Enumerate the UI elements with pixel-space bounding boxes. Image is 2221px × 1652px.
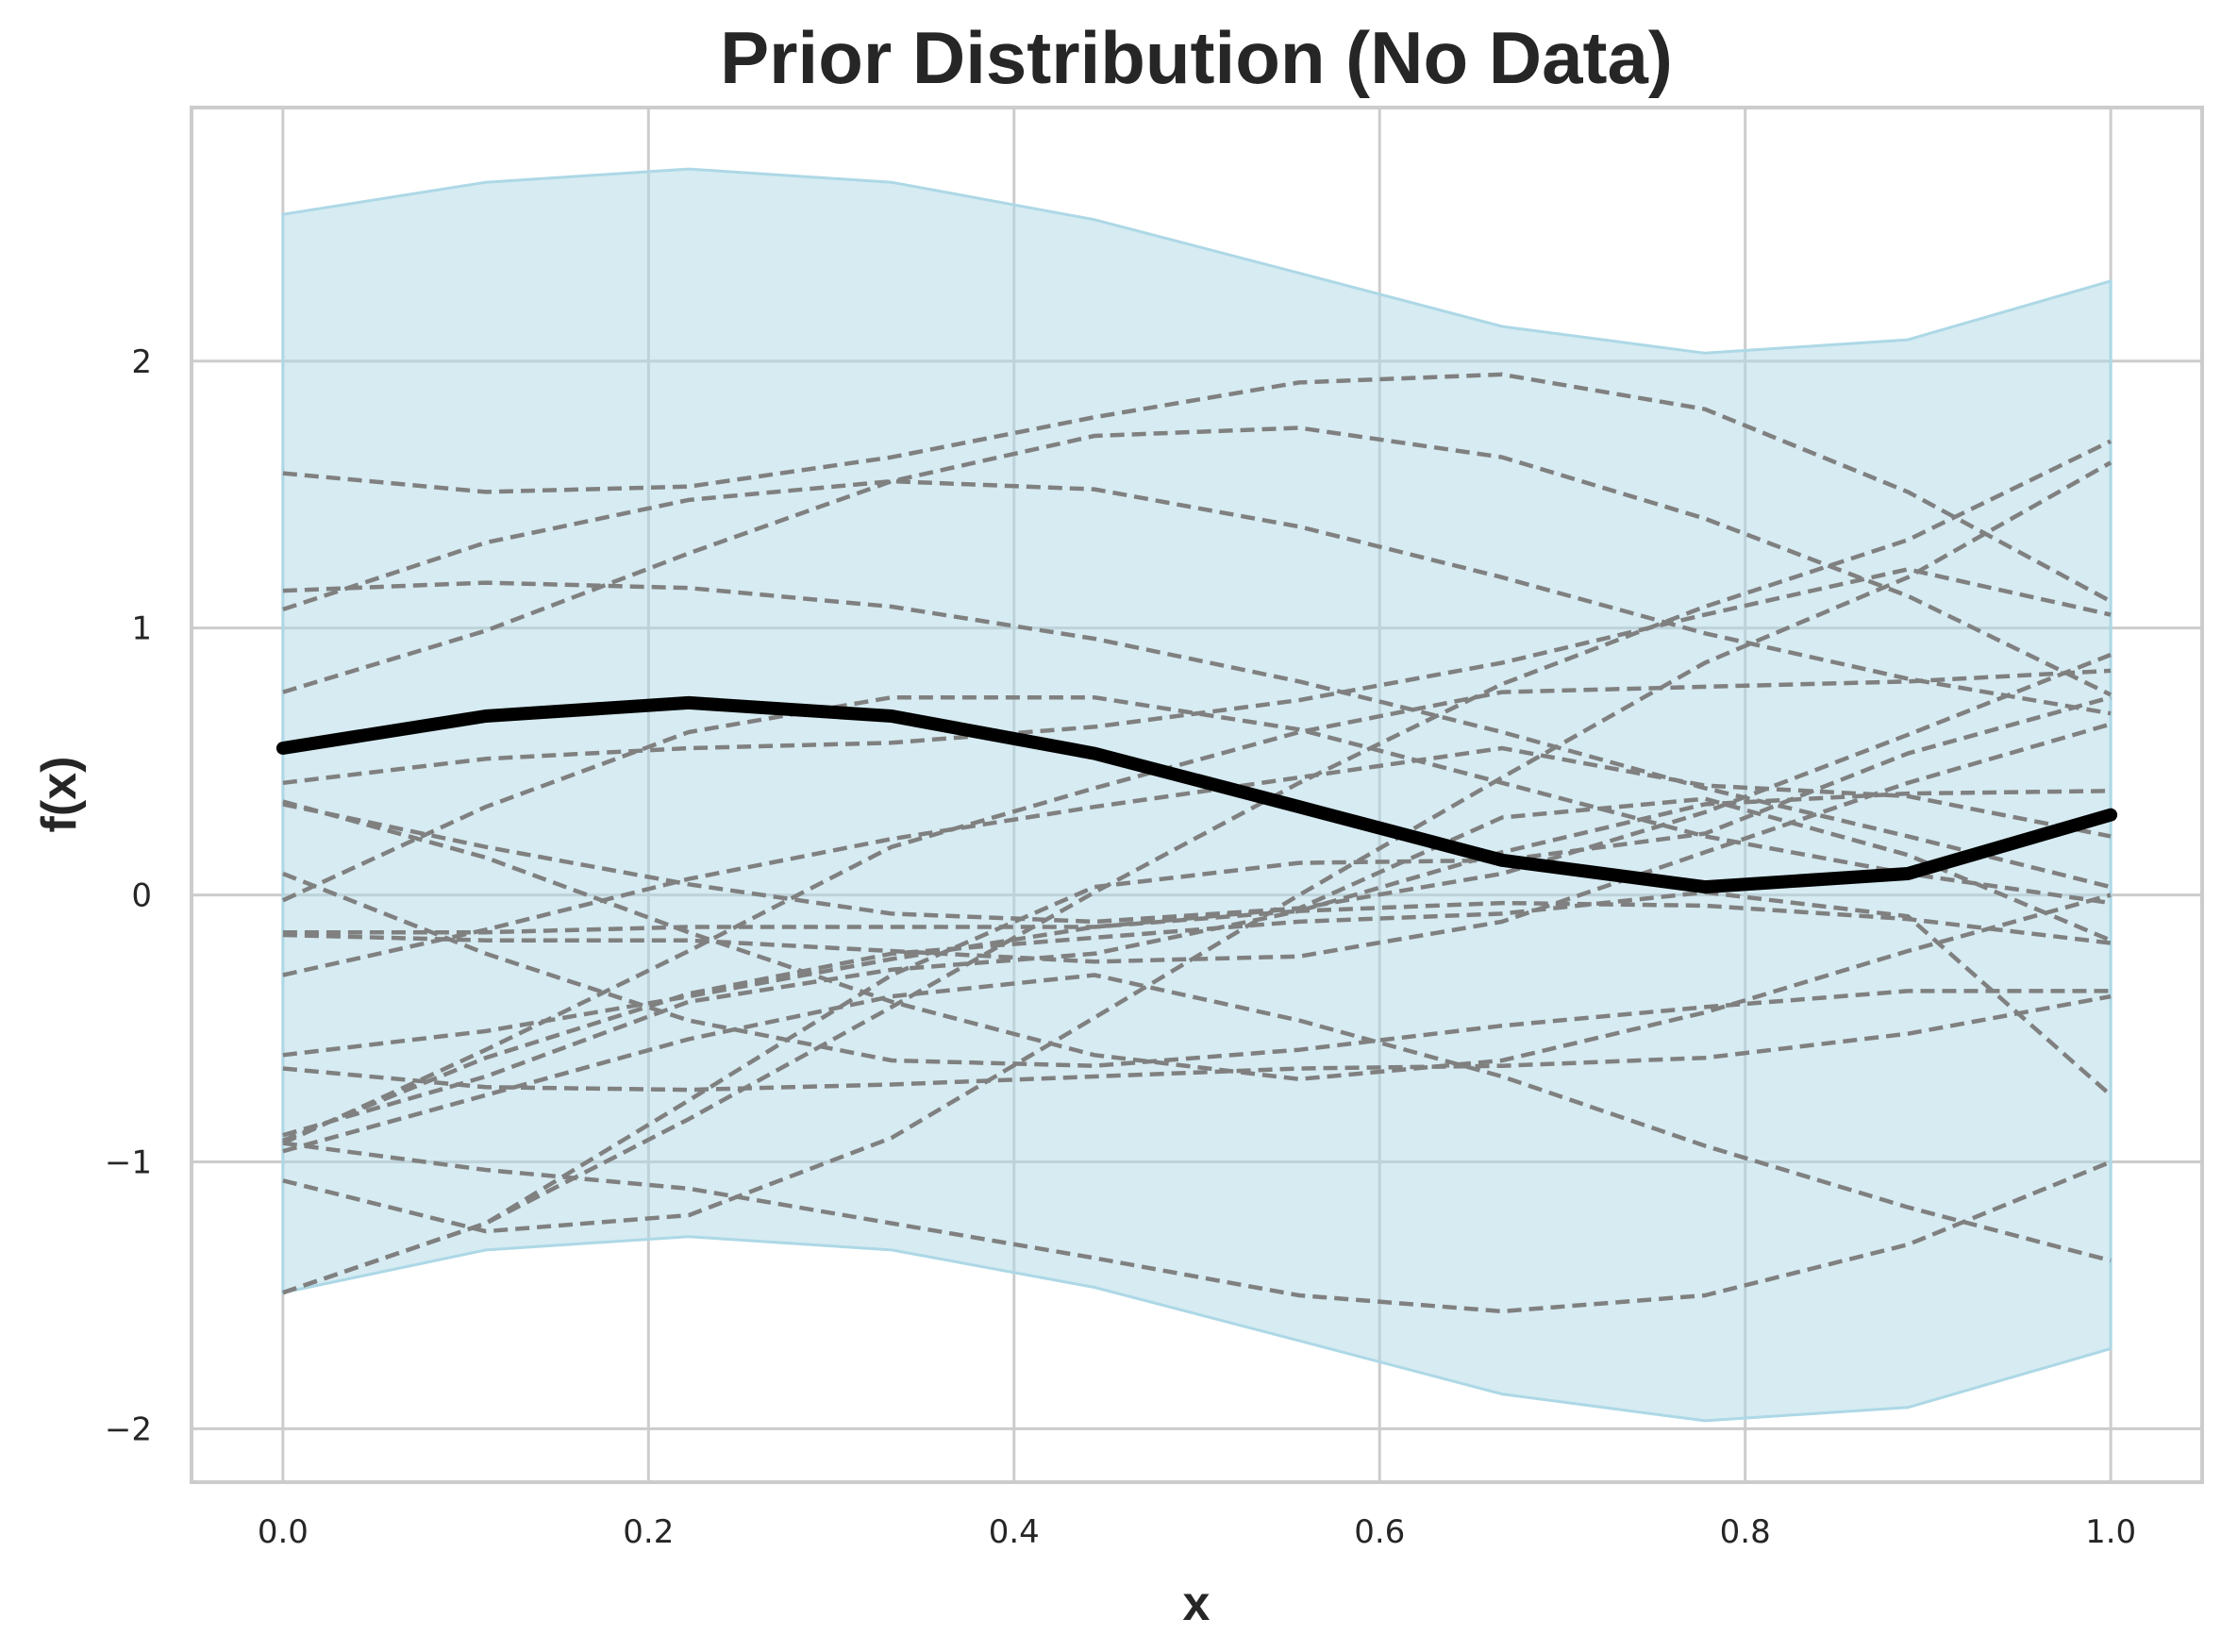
sample-curve-1 (282, 372, 2112, 604)
sample-curve-6 (282, 799, 2112, 1082)
mean-curve-layer (276, 695, 2118, 894)
y-tick-label: 0 (131, 877, 152, 915)
sample-curve-18 (282, 460, 2112, 1234)
sample-curve-11 (282, 722, 2112, 964)
plot-frame (190, 106, 2204, 1484)
y-tick-label: −1 (105, 1144, 152, 1182)
sample-curve-20 (282, 695, 2112, 1295)
x-tick-label: 0.6 (1354, 1513, 1405, 1551)
y-tick-label: −2 (105, 1410, 152, 1448)
sample-curve-5 (282, 567, 2112, 786)
sample-curve-22 (281, 668, 2112, 1145)
y-tick-label: 2 (131, 343, 152, 381)
sample-curves (281, 372, 2112, 1314)
x-tick-label: 0.8 (1720, 1513, 1771, 1551)
y-tick-label: 1 (131, 610, 152, 648)
sample-curve-19 (282, 439, 2112, 1295)
sample-curve-8 (281, 694, 2112, 906)
x-tick-label: 1.0 (2085, 1513, 2136, 1551)
y-tick-labels: −2 −1 0 1 2 (105, 343, 152, 1449)
sample-curve-21 (282, 890, 2112, 1143)
chart-title: Prior Distribution (No Data) (720, 16, 1673, 99)
confidence-band (281, 167, 2112, 1423)
confidence-band-area (281, 167, 2112, 1423)
sample-curve-17 (282, 973, 2112, 1263)
sample-curve-12 (282, 745, 2112, 977)
sample-curve-7 (282, 652, 2112, 925)
y-axis-label: f(x) (32, 757, 87, 833)
sample-curve-15 (282, 900, 2112, 1138)
x-tick-label: 0.2 (623, 1513, 674, 1551)
x-tick-label: 0.4 (989, 1513, 1040, 1551)
sample-curve-16 (282, 1141, 2112, 1314)
sample-curve-3 (282, 580, 2112, 890)
sample-curve-9 (282, 871, 2112, 1068)
x-tick-label: 0.0 (258, 1513, 309, 1551)
x-axis-label: x (1183, 1577, 1211, 1631)
sample-curve-13 (282, 796, 2112, 1058)
sample-curve-14 (282, 993, 2112, 1093)
x-tick-labels: 0.0 0.2 0.4 0.6 0.8 1.0 (258, 1513, 2136, 1551)
mean-curve (276, 695, 2118, 894)
sample-curve-2 (282, 478, 2112, 716)
